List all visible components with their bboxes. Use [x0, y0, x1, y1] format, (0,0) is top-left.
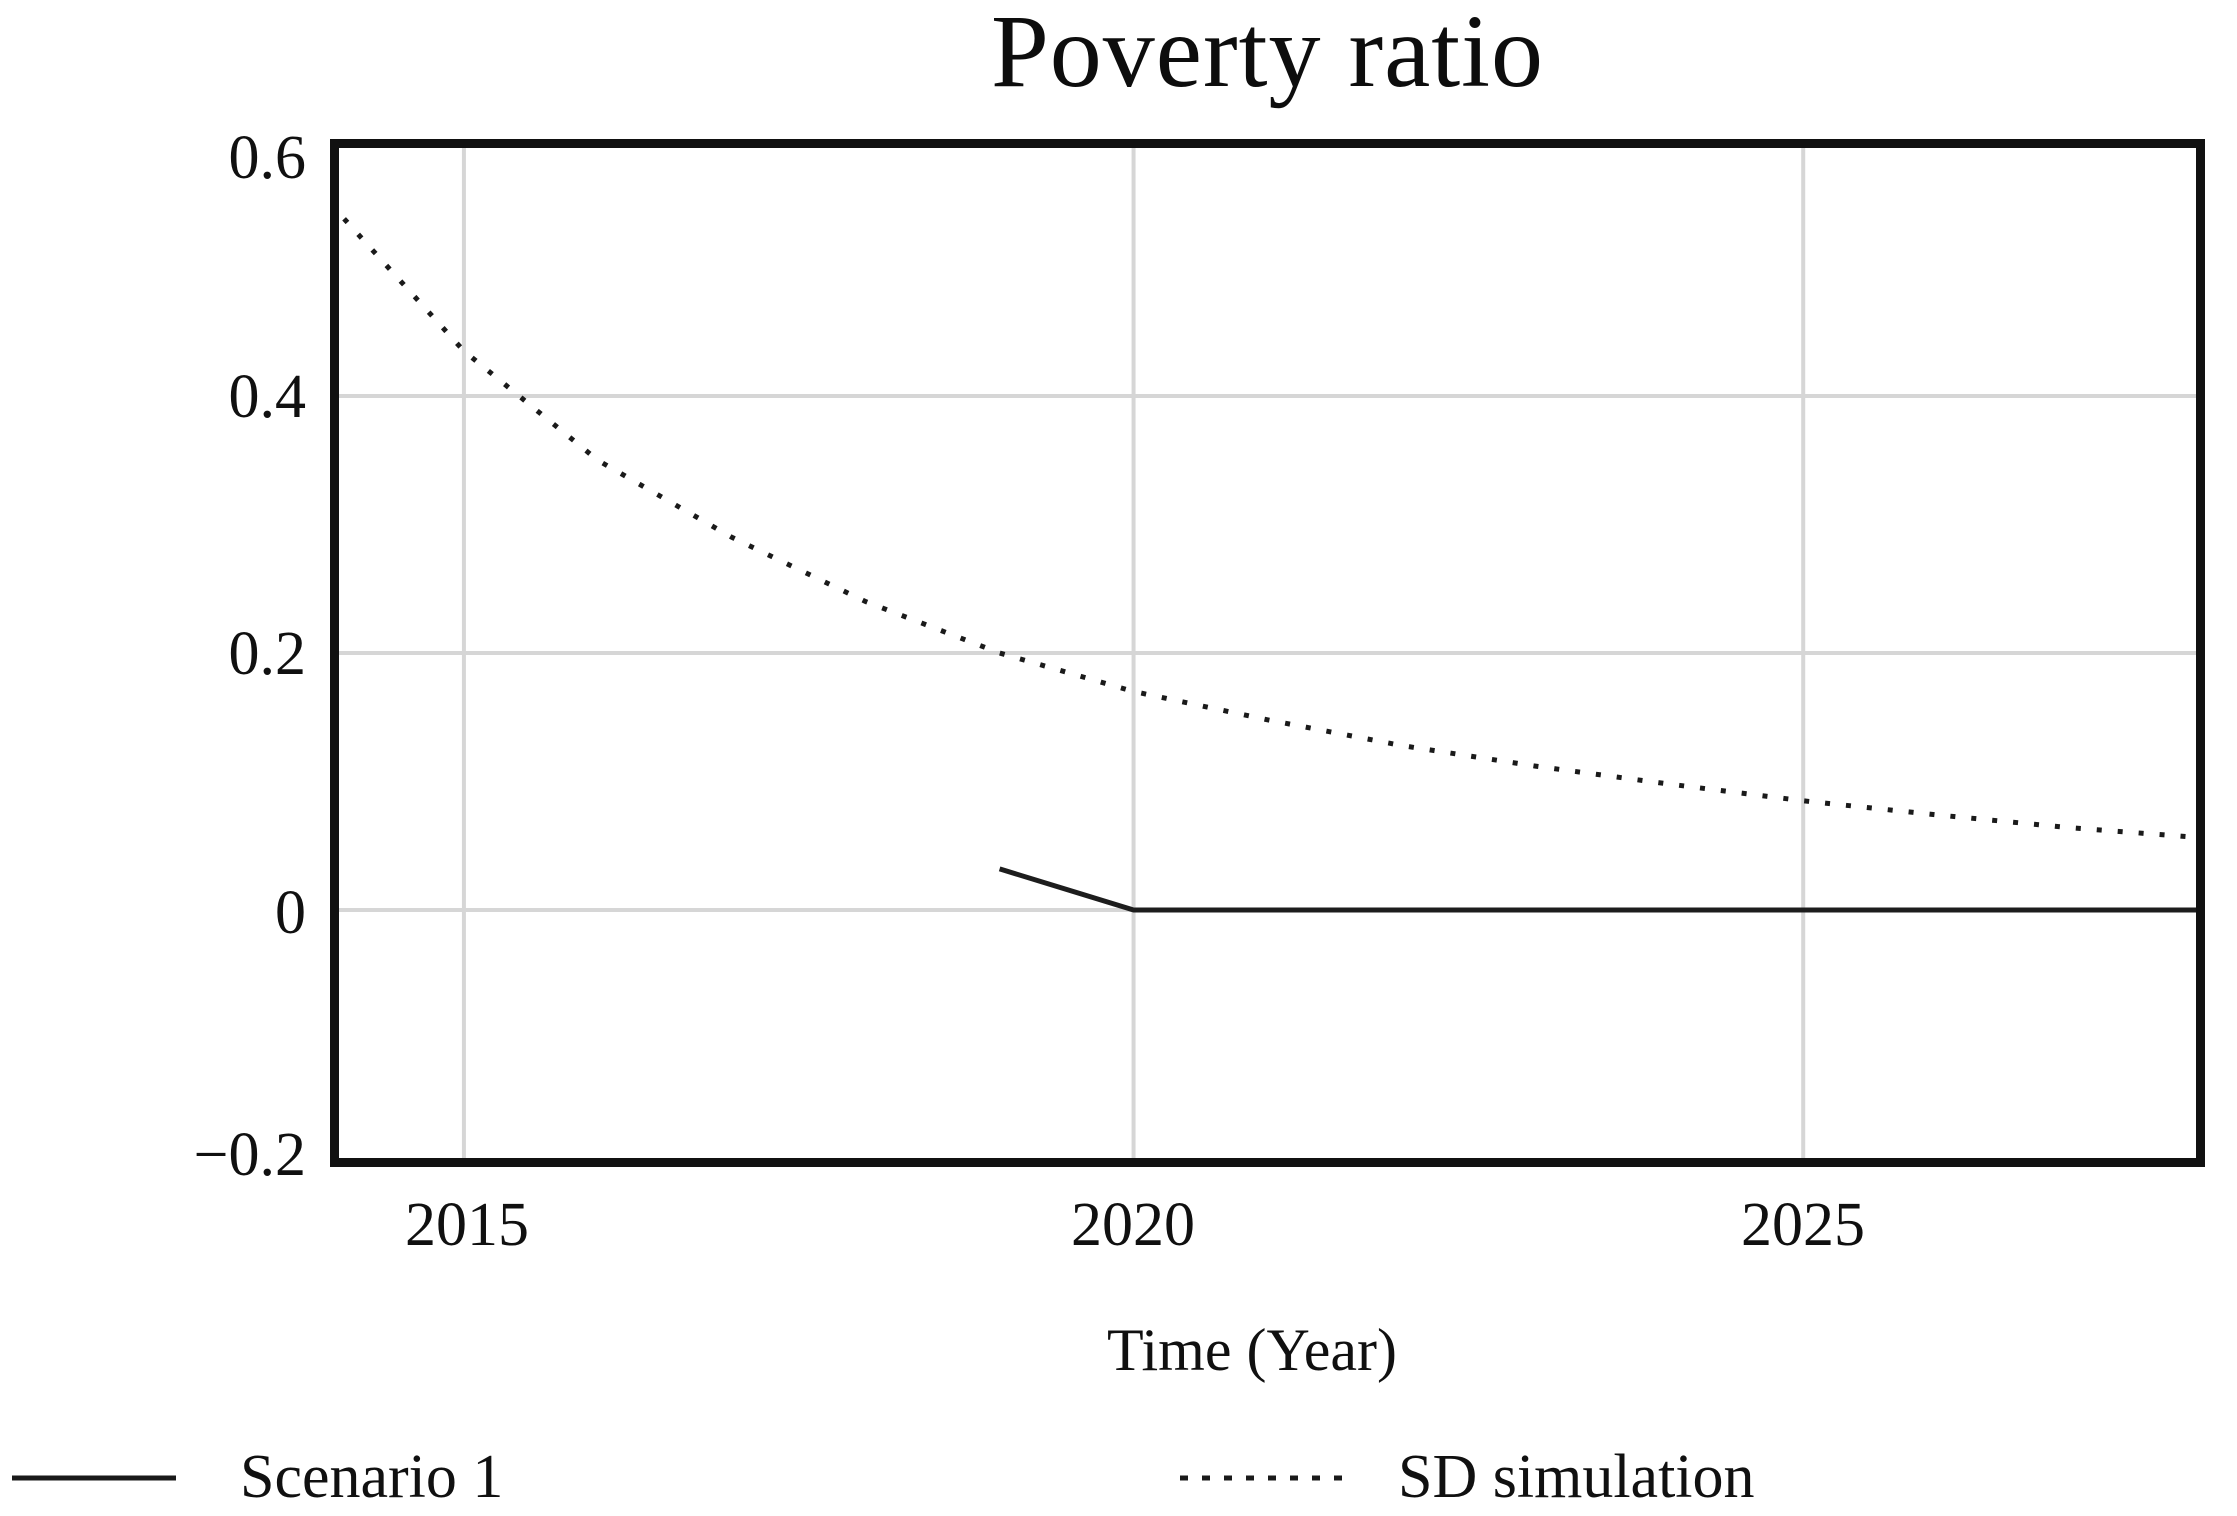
y-tick-0.6: 0.6 [228, 124, 307, 192]
legend-label-sd-simulation: SD simulation [1398, 1443, 1755, 1511]
y-tick-0: 0 [275, 879, 306, 947]
x-tick-2015: 2015 [405, 1191, 529, 1259]
x-tick-2025: 2025 [1741, 1191, 1865, 1259]
legend-solid-line-icon [12, 1475, 176, 1481]
plot-area [330, 139, 2205, 1167]
y-tick-0.2: 0.2 [228, 620, 307, 688]
x-axis-label: Time (Year) [1106, 1317, 1398, 1383]
y-tick-0.4: 0.4 [228, 363, 307, 431]
legend-label-scenario-1: Scenario 1 [240, 1443, 504, 1511]
y-tick-neg0.2: −0.2 [193, 1121, 306, 1189]
x-tick-2020: 2020 [1071, 1191, 1195, 1259]
legend-dotted-line-icon [1180, 1475, 1344, 1481]
plot-svg [330, 139, 2205, 1167]
chart-title: Poverty ratio [990, 0, 1545, 109]
